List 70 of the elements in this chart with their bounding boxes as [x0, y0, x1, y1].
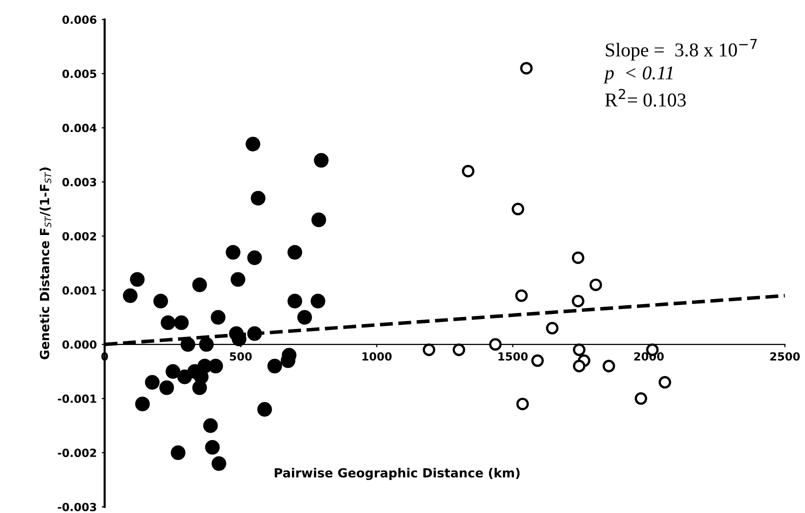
x-tick-label: 1500: [498, 352, 528, 361]
y-tick-label: 0.004: [62, 124, 96, 132]
point: [310, 294, 326, 308]
point: [572, 294, 584, 308]
point: [144, 374, 160, 390]
point: [170, 445, 186, 460]
point: [159, 380, 174, 396]
point: [135, 396, 150, 412]
point: [166, 364, 180, 379]
y-tick-label: -0.001: [58, 394, 96, 403]
y-tick-label: 0.000: [62, 340, 96, 349]
y-axis-title: Genetic Distance F$_{ST}$/(1-F$_{ST}$): [40, 168, 52, 360]
point: [288, 294, 302, 308]
point: [205, 440, 220, 455]
y-tick-label: 0.006: [62, 15, 96, 24]
point: [572, 360, 586, 372]
point: [512, 202, 524, 216]
point: [531, 354, 544, 367]
y-tick-label: 0.003: [62, 178, 96, 186]
point: [257, 402, 272, 417]
point: [247, 326, 262, 341]
point: [230, 272, 246, 287]
point: [160, 315, 176, 330]
point: [247, 250, 262, 266]
point: [130, 272, 145, 287]
point: [311, 212, 326, 228]
y-tick-label: 0.005: [62, 70, 96, 78]
annotation: p < 0.11: [603, 66, 673, 84]
y-tick-label: -0.002: [58, 448, 96, 458]
annotation: R$^{2}$= 0.103: [605, 88, 686, 107]
point: [572, 344, 586, 356]
point: [297, 310, 312, 325]
y-tick-label: -0.003: [58, 502, 96, 512]
point: [210, 310, 226, 325]
point: [208, 358, 223, 374]
point: [452, 344, 466, 356]
point: [572, 251, 584, 264]
point: [177, 370, 192, 384]
point: [180, 337, 196, 352]
point: [192, 278, 207, 292]
point: [422, 344, 436, 356]
point: [658, 376, 672, 389]
point: [226, 245, 240, 260]
point: [250, 190, 266, 206]
point: [489, 338, 502, 351]
point: [212, 456, 226, 471]
x-axis-title: Pairwise Geographic Distance (km): [274, 468, 520, 480]
point: [546, 322, 558, 334]
point: [288, 245, 302, 260]
point: [199, 337, 214, 352]
x-tick-label: 2500: [770, 352, 800, 361]
point: [462, 164, 474, 178]
x-tick-label: 500: [230, 352, 252, 361]
point: [314, 152, 329, 168]
point: [590, 278, 602, 292]
point: [267, 358, 282, 374]
x-tick-label: 1000: [362, 352, 392, 361]
point: [174, 315, 189, 330]
y-tick-label: 0.002: [62, 232, 96, 240]
point: [602, 360, 616, 372]
y-tick-label: 0.001: [62, 286, 96, 295]
point: [203, 418, 218, 433]
annotation: Slope = 3.8 x 10$^{−7}$: [606, 38, 757, 60]
point: [153, 294, 168, 308]
point: [122, 288, 138, 303]
point: [516, 398, 529, 410]
point: [246, 136, 260, 152]
point: [634, 392, 648, 405]
point: [520, 62, 533, 74]
point: [515, 289, 528, 302]
